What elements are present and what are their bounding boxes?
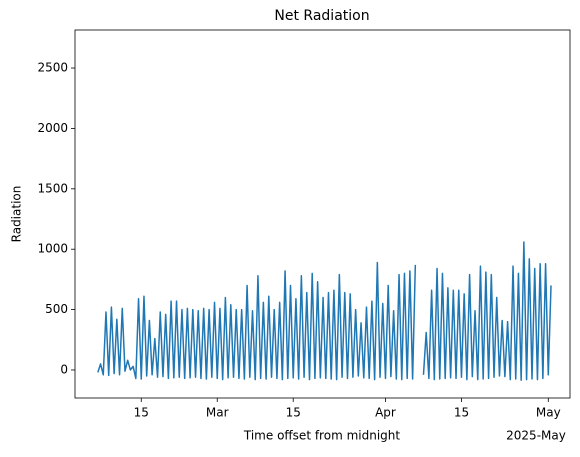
x-tick-label: 15 — [134, 406, 149, 420]
x-tick-label: Apr — [375, 406, 396, 420]
y-tick-label: 0 — [60, 362, 68, 376]
y-tick-label: 500 — [45, 302, 68, 316]
chart-title: Net Radiation — [274, 8, 369, 24]
x-tick-label: 15 — [454, 406, 469, 420]
y-tick-label: 1500 — [37, 181, 68, 195]
y-tick-label: 1000 — [37, 242, 68, 256]
x-offset-label: 2025-May — [506, 429, 566, 443]
x-axis-label: Time offset from midnight — [243, 429, 400, 443]
data-line — [97, 241, 552, 381]
y-tick-label: 2500 — [37, 61, 68, 75]
x-tick-label: May — [536, 406, 561, 420]
y-tick-label: 2000 — [37, 121, 68, 135]
x-tick-label: Mar — [206, 406, 229, 420]
x-tick-label: 15 — [286, 406, 301, 420]
y-axis-label: Radiation — [10, 186, 24, 243]
plot-frame — [74, 29, 571, 399]
